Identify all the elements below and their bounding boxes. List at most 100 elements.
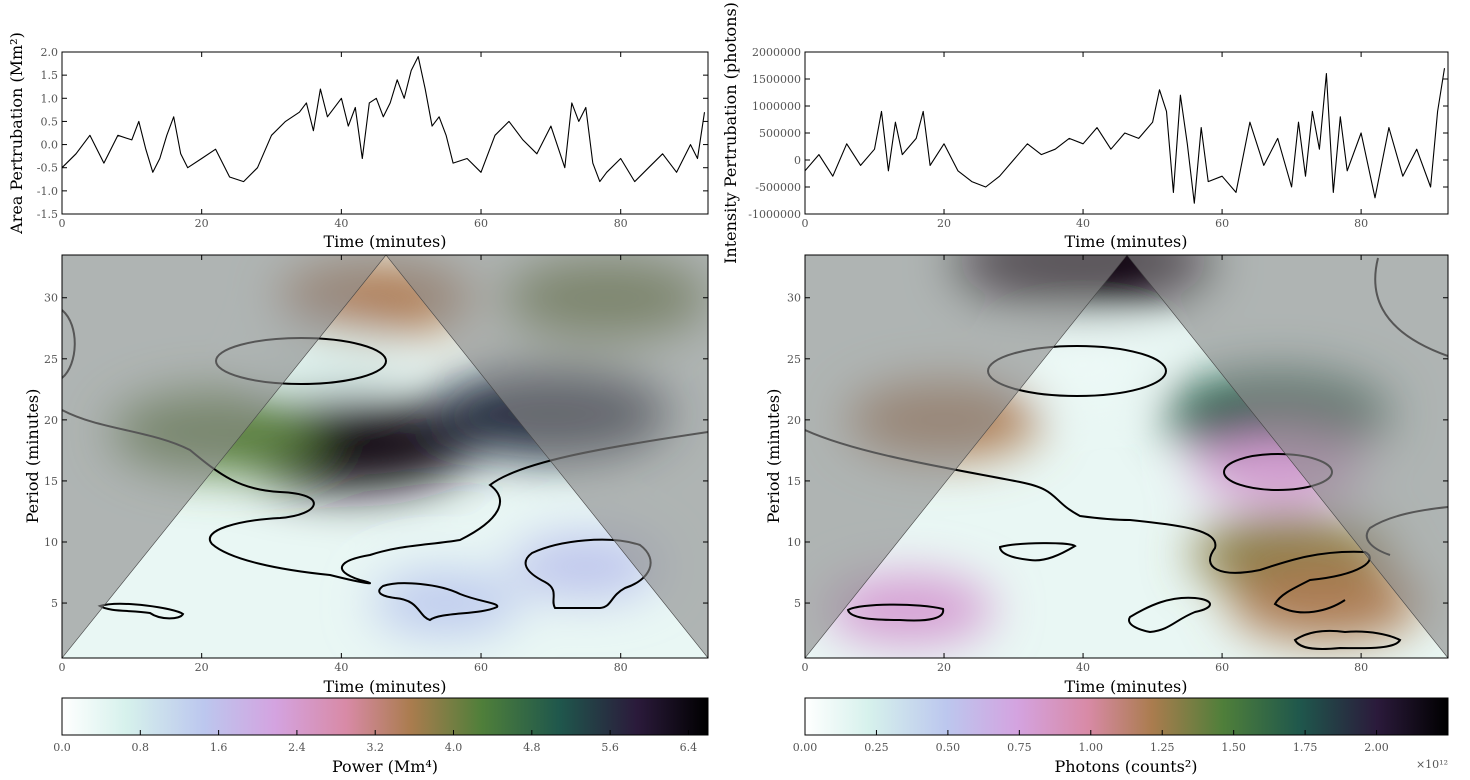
intensity-wavelet-ytick-label: 30: [787, 292, 801, 305]
area-ytick-label: -0.5: [37, 162, 58, 175]
colorbar-tick-label: 1.50: [1221, 741, 1246, 754]
colorbar-tick-label: 1.00: [1079, 741, 1104, 754]
area-xtick-label: 80: [614, 217, 628, 230]
wavelet-power-feature: [371, 570, 521, 636]
area-ytick-label: -1.0: [37, 185, 58, 198]
intensity-xtick-label: 0: [802, 217, 809, 230]
colorbar-tick-label: 0.0: [53, 741, 71, 754]
intensity-xlabel: Time (minutes): [1064, 232, 1187, 251]
intensity-significance-contour: [805, 429, 1371, 614]
intensity-xtick-label: 40: [1076, 217, 1090, 230]
intensity-timeseries-panel: -1000000-5000000500000100000015000002000…: [721, 2, 1449, 264]
colorbar-tick-label: 0.50: [936, 741, 961, 754]
intensity-xtick-label: 60: [1215, 217, 1229, 230]
intensity-wavelet-xtick-label: 0: [802, 661, 809, 674]
area-ytick-label: 0.0: [41, 139, 59, 152]
area-timeseries-axes: [61, 51, 709, 215]
area-y-ticks: -1.5 -1.0 -0.5 0.0 0.5 1.0 1.5 2.0: [37, 46, 708, 221]
intensity-ylabel: Intensity Pertrubation (photons): [721, 2, 740, 264]
area-wavelet-x-ticks: 0 20 40 60 80: [59, 255, 628, 674]
intensity-wavelet-xtick-label: 60: [1215, 661, 1229, 674]
area-wavelet-axes: [61, 254, 709, 659]
area-wavelet-xtick-label: 80: [614, 661, 628, 674]
intensity-wavelet-ytick-label: 10: [787, 536, 801, 549]
intensity-wavelet-xtick-label: 40: [1076, 661, 1090, 674]
area-wavelet-ylabel: Period (minutes): [23, 389, 42, 524]
intensity-colorbar: 0.00 0.25 0.50 0.75 1.00 1.25 1.50 1.75 2.00 Pho…: [793, 697, 1449, 776]
colorbar-tick-label: 1.6: [210, 741, 228, 754]
area-wavelet-xtick-label: 0: [59, 661, 66, 674]
intensity-wavelet-y-ticks: 5 10 15 20 25 30: [787, 292, 1448, 610]
area-colorbar-gradient: [61, 697, 709, 736]
area-cone-of-influence-right: [385, 255, 708, 658]
colorbar-tick-label: 1.25: [1150, 741, 1175, 754]
wavelet-power-feature: [1229, 564, 1424, 642]
colorbar-tick-label: 6.4: [680, 741, 698, 754]
intensity-wavelet-xtick-label: 20: [937, 661, 951, 674]
intensity-wavelet-ytick-label: 20: [787, 414, 801, 427]
intensity-ytick-label: 0: [794, 154, 801, 167]
intensity-cone-of-influence-left: [805, 255, 1128, 658]
intensity-wavelet-ylabel: Period (minutes): [764, 389, 783, 524]
area-wavelet-ytick-label: 25: [44, 353, 58, 366]
area-wavelet-ytick-label: 20: [44, 414, 58, 427]
intensity-ytick-label: -1000000: [748, 208, 801, 221]
intensity-colorbar-ticks: 0.00 0.25 0.50 0.75 1.00 1.25 1.50 1.75 2.00: [793, 730, 1389, 754]
colorbar-tick-label: 4.8: [523, 741, 541, 754]
intensity-wavelet-ytick-label: 5: [794, 597, 801, 610]
area-xtick-label: 40: [334, 217, 348, 230]
area-colorbar-label: Power (Mm⁴): [332, 757, 438, 776]
intensity-ytick-label: 500000: [759, 127, 801, 140]
intensity-colorbar-multiplier: ×10¹²: [1416, 758, 1448, 771]
area-wavelet-panel: 5 10 15 20 25 30 0 20 40 60 80 Time (minutes) Per…: [23, 254, 709, 696]
intensity-significance-contour-lowmid: [1128, 596, 1211, 634]
area-wavelet-xlabel: Time (minutes): [323, 677, 446, 696]
area-wavelet-ytick-label: 30: [44, 292, 58, 305]
area-cone-of-influence-left: [62, 255, 387, 658]
area-ytick-label: 1.5: [41, 69, 59, 82]
area-timeseries-panel: -1.5 -1.0 -0.5 0.0 0.5 1.0 1.5 2.0 0 20 40 60 80 Ti…: [7, 32, 709, 251]
area-ytick-label: -1.5: [37, 208, 58, 221]
intensity-xtick-label: 20: [937, 217, 951, 230]
area-wavelet-xtick-label: 40: [334, 661, 348, 674]
colorbar-tick-label: 0.75: [1007, 741, 1032, 754]
area-wavelet-xtick-label: 60: [474, 661, 488, 674]
intensity-ytick-label: -500000: [755, 181, 801, 194]
area-x-ticks: 0 20 40 60 80: [59, 52, 628, 230]
area-significance-contour-mid: [378, 582, 499, 622]
intensity-colorbar-gradient: [804, 697, 1449, 736]
area-ytick-label: 1.0: [41, 92, 59, 105]
area-ylabel: Area Pertrubation (Mm²): [7, 32, 26, 235]
colorbar-tick-label: 3.2: [366, 741, 384, 754]
intensity-ytick-label: 1000000: [752, 100, 801, 113]
colorbar-tick-label: 2.00: [1364, 741, 1389, 754]
intensity-ytick-label: 2000000: [752, 46, 801, 59]
area-xtick-label: 0: [59, 217, 66, 230]
intensity-y-ticks: -1000000 -500000 0 500000 1000000 1500000 2000…: [748, 46, 1448, 221]
area-wavelet-ytick-label: 10: [44, 536, 58, 549]
intensity-significance-contour-low: [846, 603, 945, 622]
area-wavelet-ytick-label: 15: [44, 475, 58, 488]
area-xtick-label: 20: [195, 217, 209, 230]
area-wavelet-ytick-label: 5: [51, 597, 58, 610]
colorbar-tick-label: 0.8: [132, 741, 150, 754]
area-xtick-label: 60: [474, 217, 488, 230]
intensity-timeseries-line: [804, 68, 1446, 204]
colorbar-tick-label: 1.75: [1293, 741, 1318, 754]
intensity-wavelet-ytick-label: 25: [787, 353, 801, 366]
intensity-significance-contour-small: [998, 542, 1077, 562]
intensity-colorbar-label: Photons (counts²): [1054, 757, 1197, 776]
area-colorbar-ticks: 0.0 0.8 1.6 2.4 3.2 4.0 4.8 5.6 6.4: [53, 730, 697, 754]
area-xlabel: Time (minutes): [323, 232, 446, 251]
area-ytick-label: 0.5: [41, 115, 59, 128]
area-ytick-label: 2.0: [41, 46, 59, 59]
area-significance-contour-small: [97, 602, 185, 620]
intensity-wavelet-xtick-label: 80: [1354, 661, 1368, 674]
wavelet-power-feature: [1019, 336, 1147, 394]
intensity-wavelet-x-ticks: 0 20 40 60 80: [802, 255, 1368, 674]
colorbar-tick-label: 0.25: [864, 741, 889, 754]
area-wavelet-y-ticks: 5 10 15 20 25 30: [44, 292, 708, 610]
intensity-wavelet-axes: [804, 254, 1449, 659]
area-wavelet-xtick-label: 20: [195, 661, 209, 674]
area-timeseries-line: [61, 56, 706, 183]
